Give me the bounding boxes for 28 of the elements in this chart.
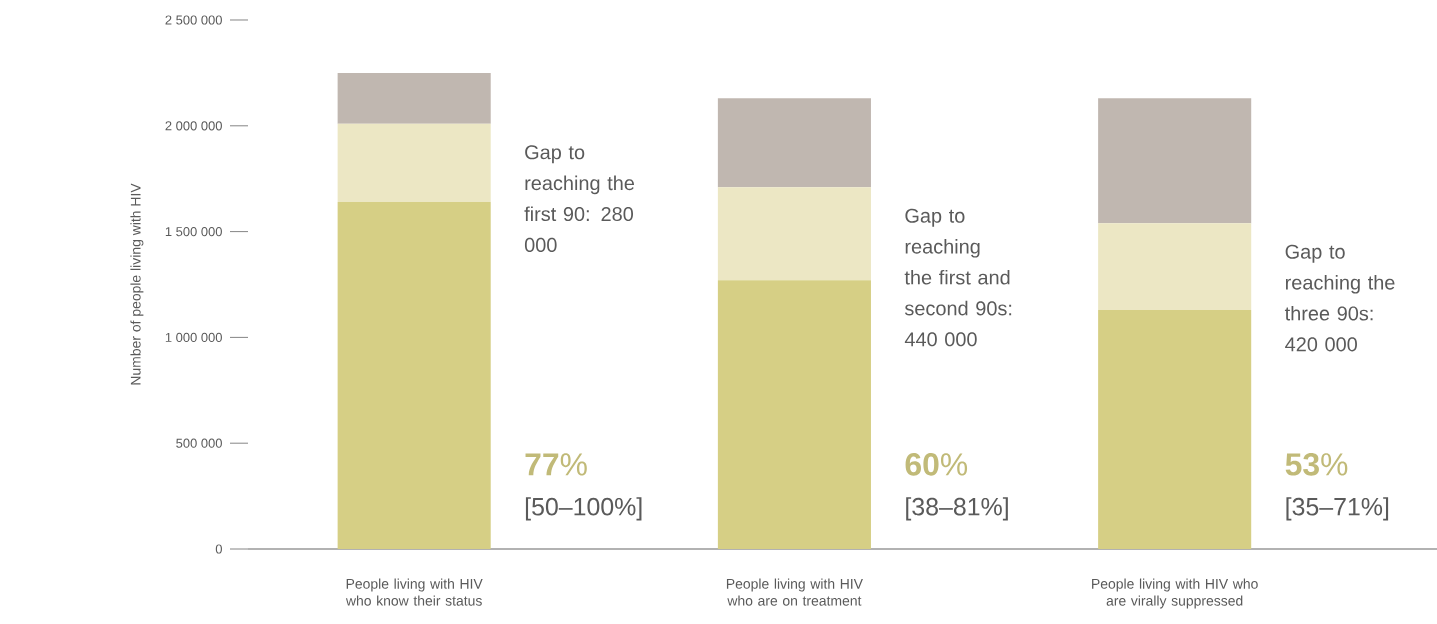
y-tick-label: 2 500 000	[165, 15, 222, 25]
annotation: Gap to reaching the three 90s: 420 000	[1284, 244, 1395, 352]
bar	[1098, 98, 1252, 224]
bar	[337, 201, 491, 549]
x-tick-label: People living with HIV who know their status	[345, 578, 483, 606]
y-tick-label: 1 000 000	[165, 332, 222, 342]
annotation: 60%	[905, 453, 968, 476]
x-tick-label: People living with HIV who are on treatment	[726, 578, 863, 606]
y-axis-title: Number of people living with HIV	[130, 183, 144, 385]
bar	[717, 187, 871, 281]
annotation: Gap to reaching the first 90: 280 000	[524, 145, 635, 252]
annotation: [38–81%]	[906, 497, 1008, 521]
y-tick-label: 1 500 000	[165, 227, 222, 237]
y-tick-label: 0	[215, 544, 222, 554]
bar	[717, 280, 871, 549]
annotation: [35–71%]	[1286, 497, 1389, 521]
annotation: [50–100%]	[525, 497, 642, 521]
bar	[1098, 309, 1252, 549]
bar	[337, 72, 491, 124]
y-tick-label: 500 000	[176, 438, 222, 448]
x-tick-label: People living with HIV who are virally suppressed	[1092, 578, 1258, 609]
bar	[337, 123, 491, 202]
bar	[1098, 223, 1252, 310]
annotation: 53%	[1285, 453, 1348, 476]
y-tick-label: 2 000 000	[165, 121, 222, 131]
annotation: 77%	[525, 453, 587, 476]
bar	[717, 98, 871, 188]
annotation: Gap to reaching the first and second 90s: 440 000	[904, 208, 1012, 347]
